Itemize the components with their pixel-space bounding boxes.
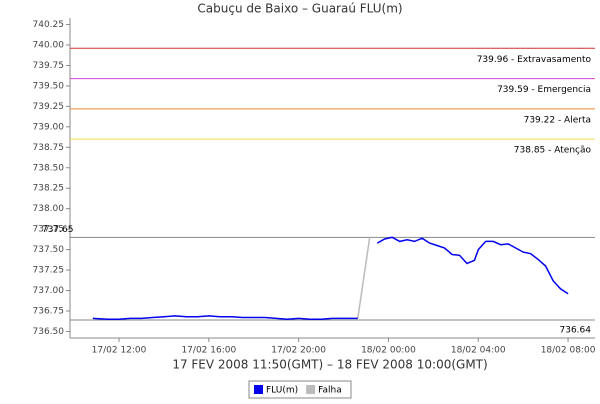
y-tick-label: 739.00 <box>33 122 65 132</box>
y-tick-label: 739.75 <box>33 61 65 71</box>
x-tick-label: 18/02 08:00 <box>541 346 596 356</box>
threshold-label: 738.85 - Atenção <box>514 146 592 156</box>
plot-area <box>70 18 595 338</box>
y-tick-label: 737.00 <box>33 286 65 296</box>
max-label: 737.65 <box>42 225 74 235</box>
y-tick-label: 740.00 <box>33 41 65 51</box>
legend: FLU(m) Falha <box>248 380 352 399</box>
legend-box <box>248 380 352 399</box>
x-tick-label: 17/02 12:00 <box>92 346 147 356</box>
threshold-label: 739.22 - Alerta <box>524 115 591 125</box>
y-tick-label: 740.25 <box>33 20 65 30</box>
y-tick-label: 738.75 <box>33 143 65 153</box>
min-label: 736.64 <box>560 325 592 335</box>
legend-swatch <box>306 385 316 394</box>
y-tick-label: 737.25 <box>33 266 65 276</box>
y-tick-label: 736.50 <box>33 327 65 337</box>
y-tick-label: 738.25 <box>33 184 65 194</box>
y-tick-label: 737.50 <box>33 245 65 255</box>
x-tick-label: 18/02 04:00 <box>451 346 506 356</box>
y-tick-label: 738.00 <box>33 204 65 214</box>
chart-title: Cabuçu de Baixo – Guaraú FLU(m) <box>197 2 402 16</box>
legend-label: FLU(m) <box>266 386 298 396</box>
y-tick-label: 737.75 <box>33 225 65 235</box>
y-tick-label: 738.50 <box>33 163 65 173</box>
x-tick-label: 18/02 00:00 <box>361 346 416 356</box>
series-line <box>357 237 371 319</box>
legend-label: Falha <box>318 386 342 396</box>
x-tick-label: 17/02 20:00 <box>271 346 326 356</box>
legend-swatch <box>254 385 263 394</box>
x-tick-label: 17/02 16:00 <box>181 346 236 356</box>
series-line <box>92 236 569 320</box>
threshold-label: 739.96 - Extravasamento <box>477 55 592 65</box>
y-tick-label: 736.75 <box>33 306 65 316</box>
threshold-label: 739.59 - Emergencia <box>497 85 591 95</box>
x-axis-label: 17 FEV 2008 11:50(GMT) – 18 FEV 2008 10:… <box>172 358 487 372</box>
y-tick-label: 739.50 <box>33 81 65 91</box>
y-tick-label: 739.25 <box>33 102 65 112</box>
